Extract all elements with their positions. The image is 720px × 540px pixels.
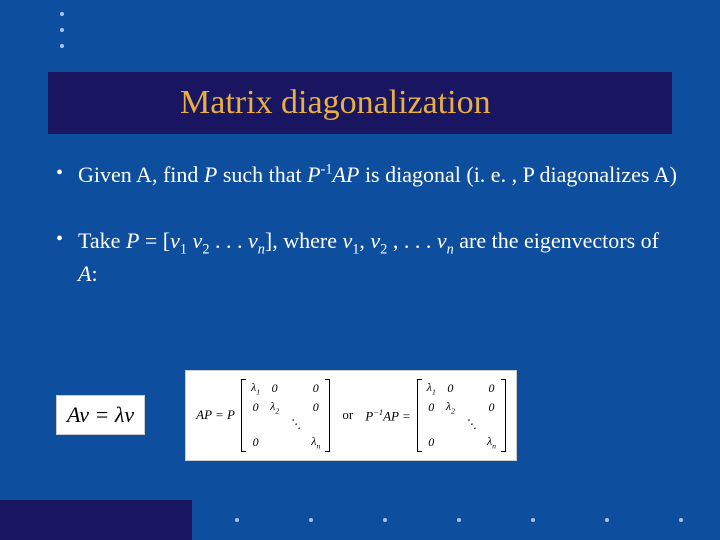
- title-bar: Matrix diagonalization: [48, 72, 672, 134]
- pinv-ap-label: P−1AP =: [365, 407, 411, 424]
- diagonal-matrix-1: λ100 0λ20 ⋱ 0λn: [241, 379, 330, 452]
- dot: [457, 518, 461, 522]
- diagonal-matrix-2: λ100 0λ20 ⋱ 0λn: [417, 379, 506, 452]
- ap-eq-p-label: AP = P: [196, 407, 235, 423]
- dot: [235, 518, 239, 522]
- diagonal-matrix-equation: AP = P λ100 0λ20 ⋱ 0λn or P−1AP = λ100 0…: [185, 370, 517, 461]
- bullet-mark: •: [56, 160, 78, 190]
- dot: [60, 28, 64, 32]
- dot: [605, 518, 609, 522]
- eigen-equation: Av = λv: [56, 395, 145, 435]
- bullet-1-text: Given A, find P such that P-1AP is diago…: [78, 160, 680, 190]
- dot: [531, 518, 535, 522]
- or-label: or: [342, 407, 353, 423]
- dot: [679, 518, 683, 522]
- bullet-1: • Given A, find P such that P-1AP is dia…: [56, 160, 680, 190]
- bullet-2: • Take P = [v1 v2 . . . vn], where v1, v…: [56, 226, 680, 289]
- decorative-bottom-dots: [235, 518, 683, 522]
- bullet-mark: •: [56, 226, 78, 289]
- decorative-bottom-block: [0, 500, 192, 540]
- dot: [383, 518, 387, 522]
- bullet-2-text: Take P = [v1 v2 . . . vn], where v1, v2 …: [78, 226, 680, 289]
- slide-body: • Given A, find P such that P-1AP is dia…: [56, 160, 680, 325]
- figure-row: Av = λv AP = P λ100 0λ20 ⋱ 0λn or P−1AP …: [56, 370, 680, 461]
- dot: [60, 12, 64, 16]
- dot: [309, 518, 313, 522]
- slide-title: Matrix diagonalization: [180, 84, 491, 122]
- decorative-top-dots: [60, 12, 64, 48]
- dot: [60, 44, 64, 48]
